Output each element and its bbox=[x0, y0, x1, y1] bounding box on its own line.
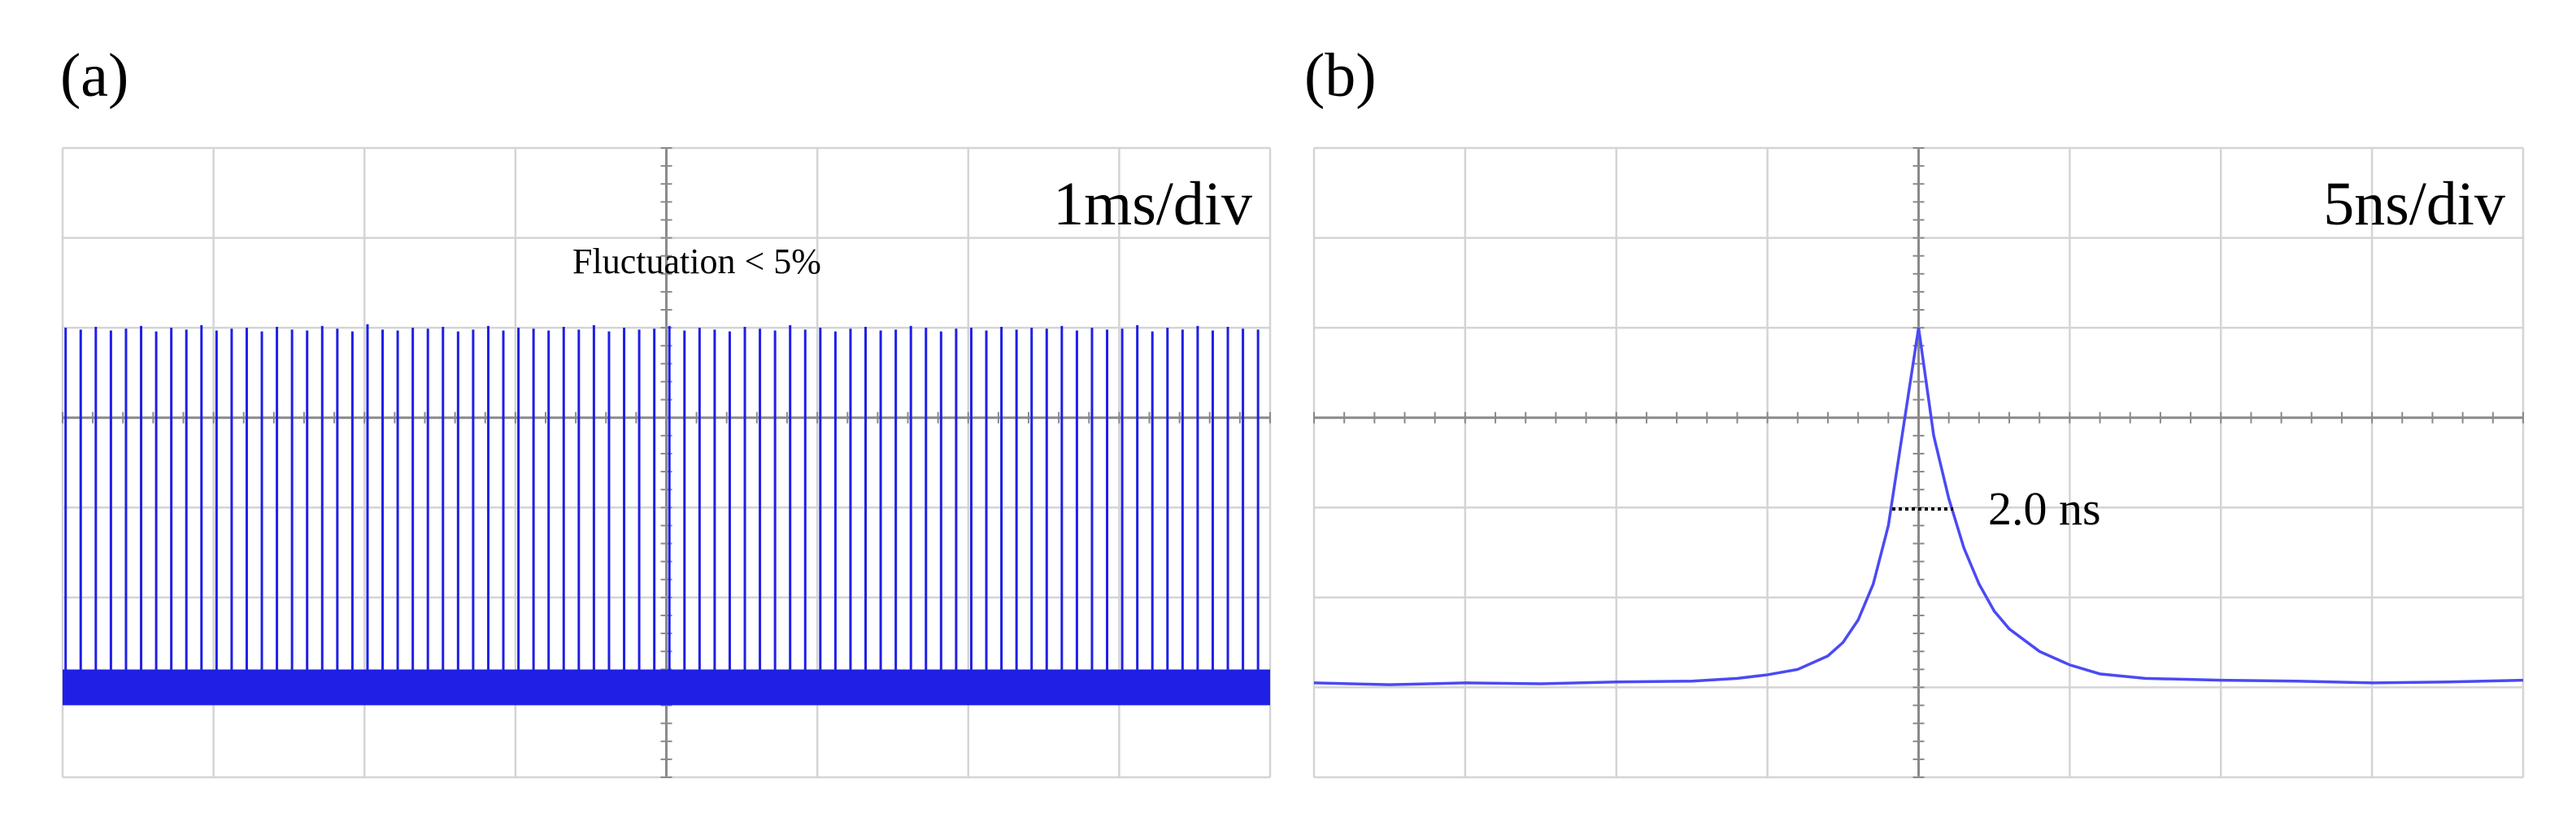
annotation: Fluctuation < 5% bbox=[572, 241, 821, 281]
annotation: 2.0 ns bbox=[1988, 482, 2101, 535]
scale-label: 5ns/div bbox=[2323, 170, 2505, 238]
trace bbox=[1313, 327, 2524, 686]
baseline-noise bbox=[63, 669, 1270, 706]
panel-label: (a) bbox=[60, 41, 128, 110]
scale-label: 1ms/div bbox=[1053, 170, 1252, 238]
panel-label: (b) bbox=[1304, 41, 1377, 110]
